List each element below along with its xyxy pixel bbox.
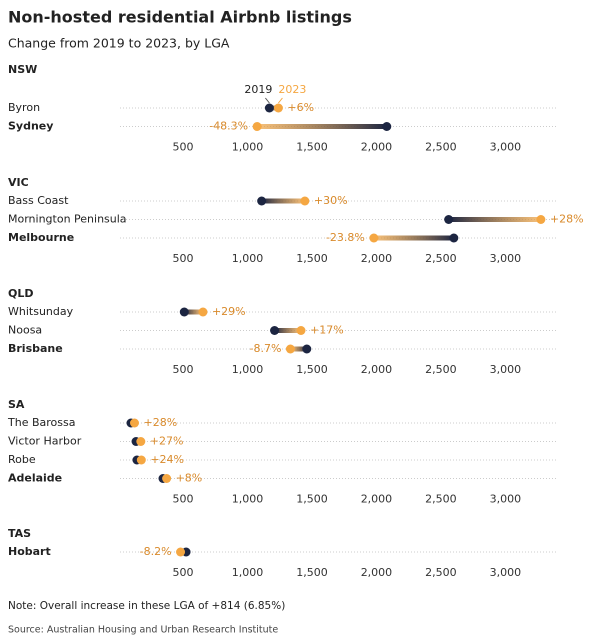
row-label: Melbourne [8, 231, 74, 244]
x-tick-label: 2,500 [425, 493, 457, 506]
change-label: +29% [212, 305, 246, 318]
dot-2023 [176, 547, 186, 557]
x-tick-label: 1,000 [232, 363, 264, 376]
x-tick-label: 2,500 [425, 566, 457, 579]
change-label: +28% [550, 213, 584, 226]
dot-2019 [302, 344, 312, 354]
region-label: NSW [8, 63, 37, 76]
row-label: The Barossa [7, 416, 75, 429]
x-tick-label: 2,000 [361, 493, 393, 506]
row-label: Sydney [8, 120, 53, 133]
change-label: +30% [314, 194, 348, 207]
x-tick-label: 500 [172, 566, 193, 579]
x-tick-label: 2,500 [425, 252, 457, 265]
x-tick-label: 3,000 [490, 141, 522, 154]
change-label: +6% [287, 101, 314, 114]
dot-2019 [382, 122, 392, 131]
x-tick-label: 1,500 [296, 566, 328, 579]
note: Note: Overall increase in these LGA of +… [8, 600, 285, 612]
change-label: -23.8% [326, 231, 365, 244]
x-tick-label: 500 [172, 252, 193, 265]
x-tick-label: 1,500 [296, 493, 328, 506]
x-tick-label: 3,000 [490, 493, 522, 506]
x-tick-label: 1,000 [232, 252, 264, 265]
dot-2023 [136, 455, 146, 465]
change-label: -8.7% [249, 342, 281, 355]
dot-2019 [449, 233, 459, 243]
x-tick-label: 1,000 [232, 141, 264, 154]
change-label: -48.3% [209, 120, 248, 133]
x-tick-label: 2,000 [361, 566, 393, 579]
dot-2019 [444, 215, 454, 224]
dot-2023 [536, 215, 546, 224]
row-label: Robe [8, 453, 36, 466]
change-label: +27% [150, 435, 184, 448]
dot-2023 [296, 326, 306, 335]
x-tick-label: 2,000 [361, 252, 393, 265]
dot-2023 [252, 122, 262, 131]
change-label: +24% [150, 453, 184, 466]
legend-label: 2019 [244, 83, 272, 96]
dot-2019 [270, 326, 280, 335]
row-label: Brisbane [8, 342, 63, 355]
row-label: Whitsunday [8, 305, 74, 318]
change-label: +17% [310, 324, 344, 337]
x-tick-label: 2,000 [361, 141, 393, 154]
source: Source: Australian Housing and Urban Res… [8, 625, 278, 636]
dot-2023 [300, 196, 310, 206]
x-tick-label: 500 [172, 141, 193, 154]
x-tick-label: 1,000 [232, 493, 264, 506]
dot-2023 [198, 307, 208, 317]
x-tick-label: 3,000 [490, 363, 522, 376]
legend-label: 2023 [278, 83, 306, 96]
row-label: Adelaide [8, 472, 62, 485]
x-tick-label: 2,500 [425, 141, 457, 154]
x-tick-label: 3,000 [490, 566, 522, 579]
row-label: Mornington Peninsula [8, 213, 127, 226]
region-label: TAS [8, 527, 31, 540]
change-label: +28% [143, 416, 177, 429]
row-label: Hobart [8, 545, 51, 558]
dot-2023 [162, 474, 172, 483]
dot-2023 [273, 103, 283, 113]
row-label: Victor Harbor [8, 435, 82, 448]
region-label: SA [8, 398, 25, 411]
legend-tick [278, 97, 283, 104]
region-label: VIC [8, 176, 29, 189]
chart-title: Non-hosted residential Airbnb listings [8, 8, 352, 27]
dot-2019 [264, 103, 274, 113]
x-tick-label: 500 [172, 363, 193, 376]
x-tick-label: 3,000 [490, 252, 522, 265]
x-tick-label: 500 [172, 493, 193, 506]
legend-tick [265, 97, 270, 104]
x-tick-label: 1,500 [296, 141, 328, 154]
x-tick-label: 1,500 [296, 252, 328, 265]
x-tick-label: 2,000 [361, 363, 393, 376]
region-label: QLD [8, 287, 34, 300]
row-label: Bass Coast [8, 194, 69, 207]
change-label: +8% [176, 472, 203, 485]
dot-2023 [129, 418, 139, 428]
dot-2023 [369, 233, 379, 243]
chart-subtitle: Change from 2019 to 2023, by LGA [8, 36, 230, 51]
row-label: Byron [8, 101, 40, 114]
row-label: Noosa [8, 324, 42, 337]
dot-2023 [136, 437, 146, 446]
dot-2023 [285, 344, 295, 354]
x-tick-label: 2,500 [425, 363, 457, 376]
x-tick-label: 1,500 [296, 363, 328, 376]
change-label: -8.2% [140, 545, 172, 558]
x-tick-label: 1,000 [232, 566, 264, 579]
dot-2019 [257, 196, 267, 206]
dot-2019 [179, 307, 189, 317]
